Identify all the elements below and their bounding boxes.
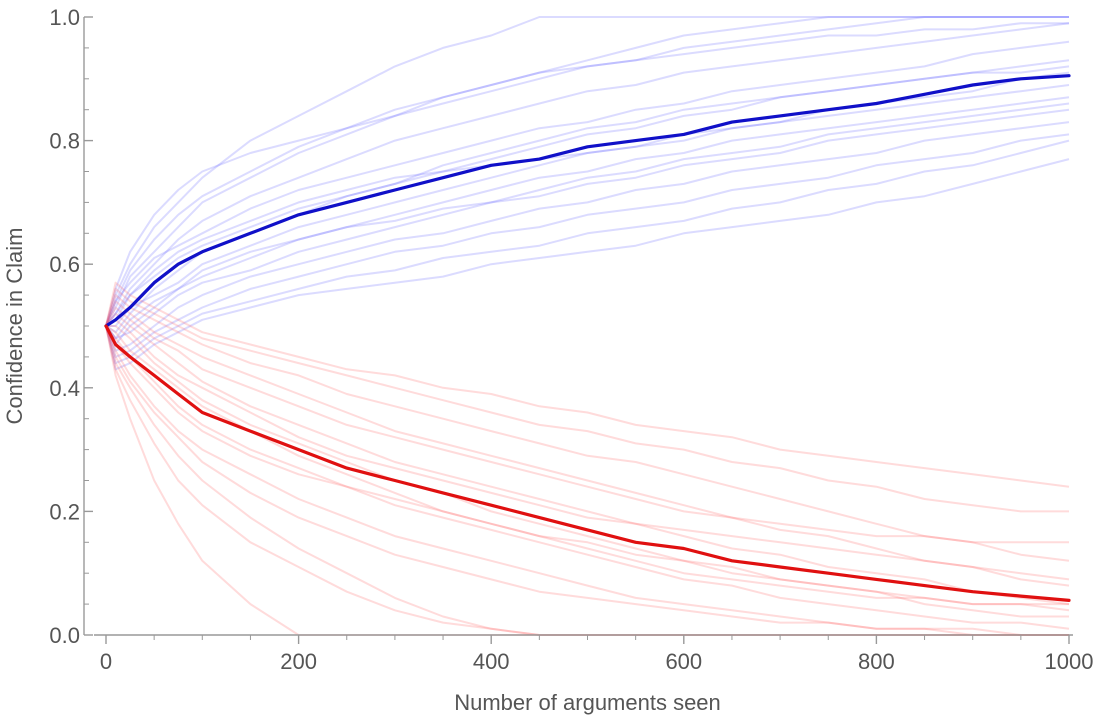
blue-run-line-16 [105, 102, 1070, 340]
x-tick-label: 1000 [1045, 649, 1094, 674]
red-run-line-3 [105, 325, 1069, 636]
blue-run-line-6 [105, 65, 1070, 334]
blue-run-line-10 [105, 121, 1070, 352]
red-run-line-5 [106, 325, 1069, 618]
x-axis-title: Number of arguments seen [454, 690, 721, 715]
blue-run-line-14 [105, 16, 1069, 327]
blue-run-line-11 [105, 133, 1070, 358]
red-run-line-15 [105, 325, 1069, 606]
y-tick-label: 0.8 [49, 129, 80, 154]
red-run-line-9 [105, 287, 1069, 513]
blue-run-line-9 [105, 108, 1070, 340]
x-tick-label: 200 [280, 649, 317, 674]
blue-run-line-4 [105, 40, 1070, 327]
x-tick-label: 600 [665, 649, 702, 674]
red-run-line-6 [105, 312, 1070, 606]
red-run-line-12 [105, 318, 1070, 581]
red-run-line-4 [105, 325, 1070, 630]
blue-run-line-12 [105, 139, 1070, 365]
x-tick-label: 0 [100, 649, 112, 674]
blue-run-line-17 [105, 22, 1069, 327]
blue-run-line-3 [105, 22, 1070, 327]
blue-run-line-13 [105, 158, 1070, 371]
blue-run-line-1 [105, 16, 1069, 327]
y-tick-label: 0.2 [49, 499, 80, 524]
y-tick-label: 0.0 [49, 623, 80, 648]
red-run-line-8 [105, 294, 1070, 562]
blue-run-line-2 [105, 16, 1069, 327]
mean-lines [104, 74, 1071, 603]
y-tick-label: 0.6 [49, 252, 80, 277]
ticks: 0 200 400 600 800 1000 0.0 0.2 0.4 0.6 0.8 1.0 [49, 5, 1093, 674]
x-tick-label: 800 [858, 649, 895, 674]
y-tick-label: 1.0 [49, 5, 80, 30]
blue-run-line-8 [105, 96, 1070, 346]
y-tick-label: 0.4 [49, 376, 80, 401]
red-run-line-11 [105, 325, 1070, 612]
red-mean-line [104, 324, 1071, 603]
blue-run-line-7 [106, 84, 1070, 327]
x-tick-label: 400 [473, 649, 510, 674]
red-run-line-13 [105, 325, 1069, 636]
individual-runs [105, 16, 1070, 636]
y-axis-title: Confidence in Claim [2, 228, 27, 425]
axes [83, 17, 1073, 636]
blue-run-line-5 [105, 59, 1070, 327]
red-run-line-14 [105, 306, 1069, 544]
red-run-line-10 [105, 281, 1070, 488]
blue-mean-line [104, 74, 1071, 328]
red-run-line-7 [105, 300, 1070, 587]
